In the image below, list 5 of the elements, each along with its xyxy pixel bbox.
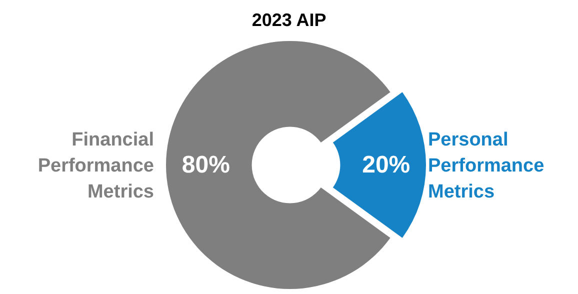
slice-label: Financial Performance Metrics <box>38 130 154 202</box>
chart-title: 2023 AIP <box>252 10 326 30</box>
data-label: 20% <box>362 152 410 178</box>
slice-label: Personal Performance Metrics <box>428 130 544 202</box>
data-label: 80% <box>182 152 230 178</box>
